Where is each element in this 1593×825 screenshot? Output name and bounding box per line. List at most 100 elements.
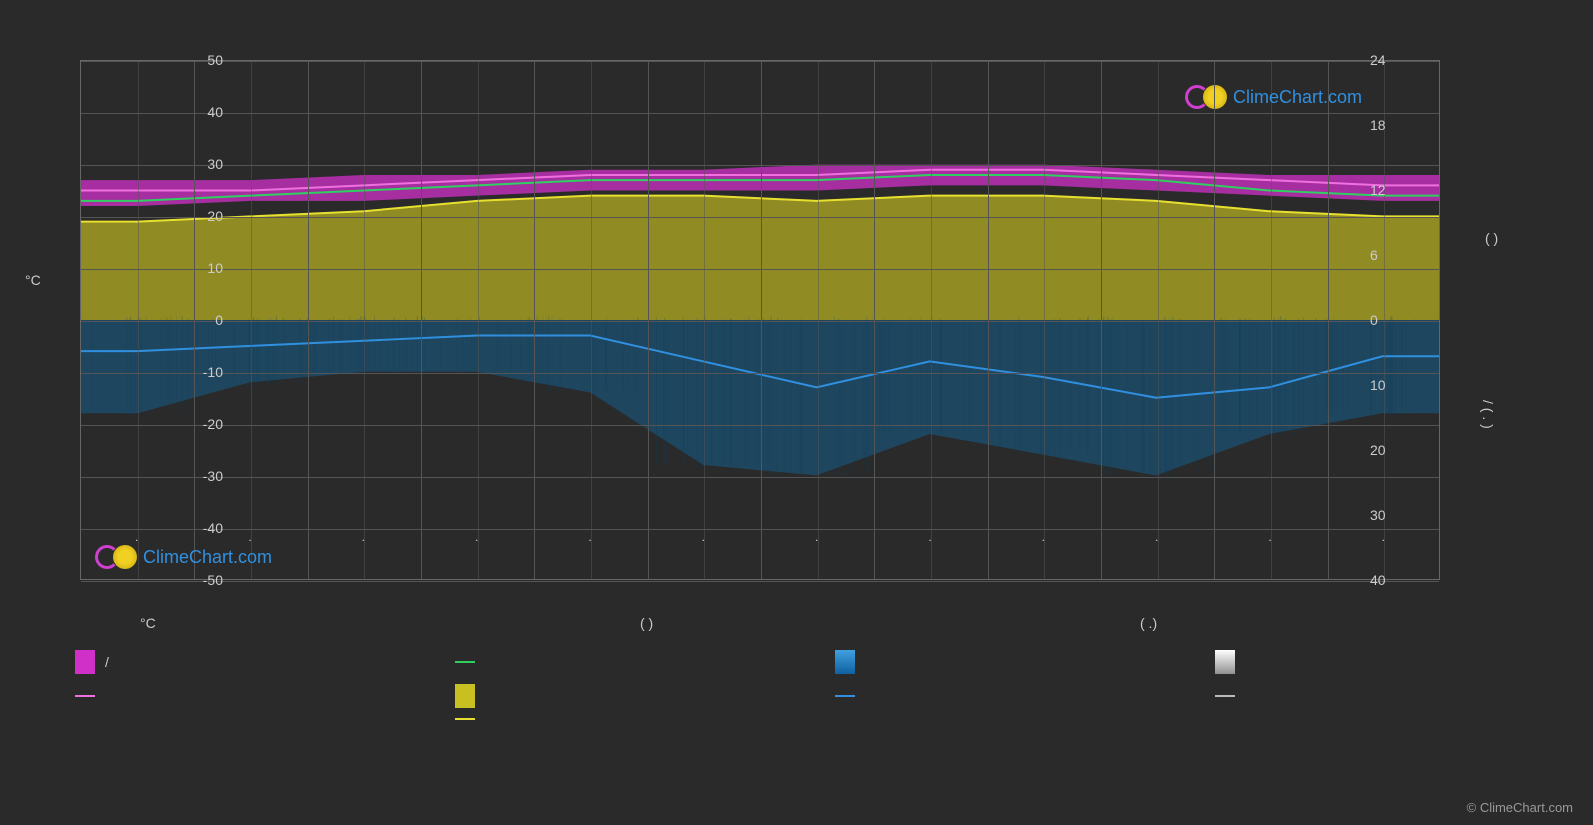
- month-label: .: [815, 530, 818, 544]
- grid-line-h: [81, 477, 1439, 478]
- legend-swatch-line: [75, 695, 95, 697]
- grid-line-v-minor: [704, 61, 705, 579]
- grid-line-h: [81, 113, 1439, 114]
- grid-line-h: [81, 269, 1439, 270]
- grid-line-v: [1328, 61, 1329, 579]
- month-label: .: [702, 530, 705, 544]
- month-label: .: [1382, 530, 1385, 544]
- grid-line-h: [81, 425, 1439, 426]
- left-tick-label: -30: [163, 468, 223, 484]
- right-tick-label: 12: [1370, 182, 1430, 198]
- legend-swatch-box: [1215, 650, 1235, 674]
- plot-area: [80, 60, 1440, 580]
- blue-band: [81, 320, 1439, 475]
- grid-line-v-minor: [1271, 61, 1272, 579]
- logo-ring-icon: [1185, 85, 1209, 109]
- grid-line-h: [81, 165, 1439, 166]
- right-tick-label: 10: [1370, 377, 1430, 393]
- legend-item: [1215, 650, 1515, 674]
- right-tick-label: 6: [1370, 247, 1430, 263]
- legend-swatch-box: [455, 684, 475, 708]
- grid-line-v: [648, 61, 649, 579]
- left-tick-label: -10: [163, 364, 223, 380]
- legend-swatch-line: [835, 695, 855, 697]
- month-label: .: [248, 530, 251, 544]
- month-label: .: [1268, 530, 1271, 544]
- legend-swatch-line: [455, 661, 475, 663]
- grid-line-v-minor: [364, 61, 365, 579]
- month-label: .: [135, 530, 138, 544]
- legend-row: /: [75, 650, 1515, 674]
- grid-line-v-minor: [478, 61, 479, 579]
- legend-item: /: [75, 650, 375, 674]
- left-tick-label: 50: [163, 52, 223, 68]
- grid-line-v-minor: [931, 61, 932, 579]
- grid-line-v-minor: [591, 61, 592, 579]
- left-tick-label: -40: [163, 520, 223, 536]
- left-tick-label: 20: [163, 208, 223, 224]
- grid-line-v-minor: [251, 61, 252, 579]
- grid-line-h: [81, 373, 1439, 374]
- left-tick-label: 10: [163, 260, 223, 276]
- legend-item: [835, 695, 1135, 697]
- grid-line-v-minor: [818, 61, 819, 579]
- copyright-text: © ClimeChart.com: [1467, 800, 1573, 815]
- grid-line-v: [534, 61, 535, 579]
- grid-line-v: [988, 61, 989, 579]
- grid-line-v: [1101, 61, 1102, 579]
- left-tick-label: 0: [163, 312, 223, 328]
- left-tick-label: 30: [163, 156, 223, 172]
- legend-header-item: ( ): [640, 615, 920, 631]
- grid-line-h: [81, 61, 1439, 62]
- grid-line-v-minor: [138, 61, 139, 579]
- month-label: .: [928, 530, 931, 544]
- legend-swatch-line: [455, 718, 475, 720]
- legend-item: [75, 695, 375, 697]
- left-tick-label: -20: [163, 416, 223, 432]
- grid-line-h: [81, 217, 1439, 218]
- legend-swatch-box: [75, 650, 95, 674]
- watermark-text: ClimeChart.com: [143, 547, 272, 568]
- month-label: .: [475, 530, 478, 544]
- right-axis-title-upper: ( ): [1485, 230, 1498, 246]
- right-tick-label: 24: [1370, 52, 1430, 68]
- legend-label: /: [105, 654, 109, 670]
- left-tick-label: 40: [163, 104, 223, 120]
- grid-line-h: [81, 529, 1439, 530]
- legend-swatch-box: [835, 650, 855, 674]
- legend-item: [455, 661, 755, 663]
- left-axis-title: °C: [25, 272, 41, 288]
- legend-header-item: ( .): [1140, 615, 1420, 631]
- watermark-text: ClimeChart.com: [1233, 87, 1362, 108]
- logo-ring-icon: [95, 545, 119, 569]
- climate-chart: [80, 60, 1440, 580]
- grid-line-v: [874, 61, 875, 579]
- watermark: ClimeChart.com: [95, 545, 272, 569]
- legend-row: [75, 684, 1515, 708]
- grid-line-h: [81, 581, 1439, 582]
- right-tick-label: 40: [1370, 572, 1430, 588]
- month-label: .: [362, 530, 365, 544]
- month-label: .: [588, 530, 591, 544]
- grid-line-v: [421, 61, 422, 579]
- legend-row: [75, 718, 1515, 720]
- right-tick-label: 18: [1370, 117, 1430, 133]
- legend-swatch-line: [1215, 695, 1235, 697]
- left-tick-label: -50: [163, 572, 223, 588]
- legend-item: [455, 718, 755, 720]
- month-label: .: [1155, 530, 1158, 544]
- legend-item: [835, 650, 1135, 674]
- grid-line-v: [308, 61, 309, 579]
- grid-line-v: [1214, 61, 1215, 579]
- watermark: ClimeChart.com: [1185, 85, 1362, 109]
- grid-line-h: [81, 321, 1439, 322]
- legend-item: [1215, 695, 1515, 697]
- chart-svg: [81, 61, 1439, 579]
- grid-line-v: [761, 61, 762, 579]
- legend-header: °C( )( .)( .): [140, 615, 1593, 631]
- right-tick-label: 20: [1370, 442, 1430, 458]
- right-tick-label: 0: [1370, 312, 1430, 328]
- right-axis-title-lower: / ( . ): [1480, 400, 1496, 429]
- right-tick-label: 30: [1370, 507, 1430, 523]
- legend-item: [455, 684, 755, 708]
